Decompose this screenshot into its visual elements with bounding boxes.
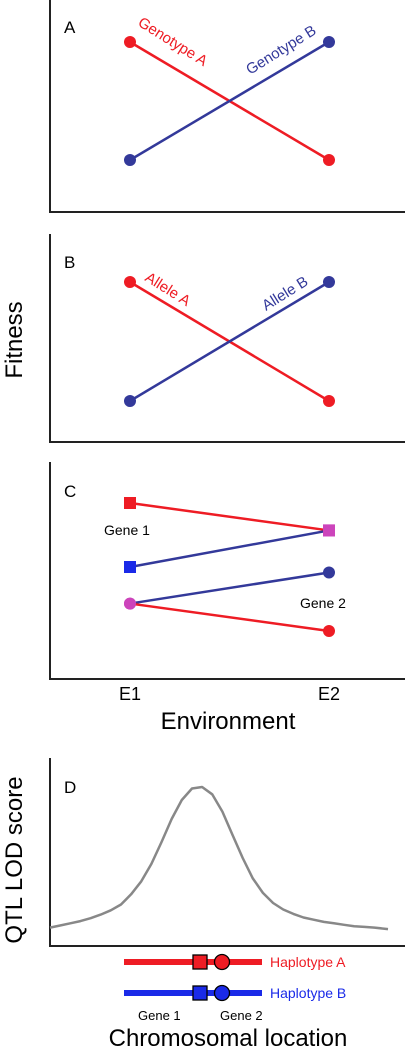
point-b-0-0 [124,276,136,288]
x-tick-e1: E1 [119,684,141,704]
haplotype-b-gene-2-circle [213,984,231,1002]
point-a-1-0 [124,154,136,166]
point-b-1-1 [323,276,335,288]
point-c-3-0 [124,597,136,610]
genotype-a-label: Genotype A [135,14,211,70]
haplotype-a-gene-1-square [192,954,208,970]
lod-curve [49,785,389,931]
panel-d-letter: D [64,778,76,797]
point-b-1-0 [124,395,136,407]
panel-c-axes [49,462,405,680]
environment-axis-label: Environment [161,708,296,735]
panel-b-letter: B [64,253,75,272]
series-line-b-1 [129,280,330,403]
x-tick-e2: E2 [318,684,340,704]
gene-2-annotation: Gene 2 [300,595,346,611]
point-c-2-1 [323,566,335,579]
haplotype-b-label: Haplotype B [270,985,346,1001]
series-line-c-1 [129,529,330,569]
point-b-0-1 [323,395,335,407]
panel-c: C Gene 1 Gene 2 [49,462,405,680]
panel-a-letter: A [64,18,76,37]
gene-1-annotation: Gene 1 [104,522,150,538]
haplotype-a-bar: Haplotype A [124,953,346,971]
haplotype-b-bar: Haplotype B [124,984,346,1002]
series-line-c-3 [129,602,330,633]
point-c-0-0 [124,497,136,509]
point-a-0-0 [124,36,136,48]
haplotype-a-label: Haplotype A [270,954,346,970]
panel-b-axes [49,234,405,443]
fitness-axis-label: Fitness [1,301,28,378]
panel-b: B [49,234,405,443]
point-c-3-1 [323,625,335,637]
panel-a-axes [49,0,405,213]
chromosomal-location-axis-label: Chromosomal location [109,1025,348,1050]
gene-2-label: Gene 2 [220,1008,263,1023]
point-c-1-1 [323,524,335,537]
panel-a: A [49,0,405,213]
panel-c-letter: C [64,482,76,501]
point-c-1-0 [124,561,136,573]
panel-d-axes [49,758,405,947]
series-line-c-0 [129,501,330,532]
series-line-c-2 [129,571,330,605]
lod-axis-label: QTL LOD score [1,776,28,943]
point-a-1-1 [323,36,335,48]
haplotype-a-gene-2-circle [213,953,231,971]
haplotype-b-gene-1-square [192,985,208,1001]
series-line-a-1 [129,40,330,162]
point-a-0-1 [323,154,335,166]
panel-d: D QTL LOD score Haplotype A Haplotype B … [1,758,405,1050]
gene-1-label: Gene 1 [138,1008,181,1023]
